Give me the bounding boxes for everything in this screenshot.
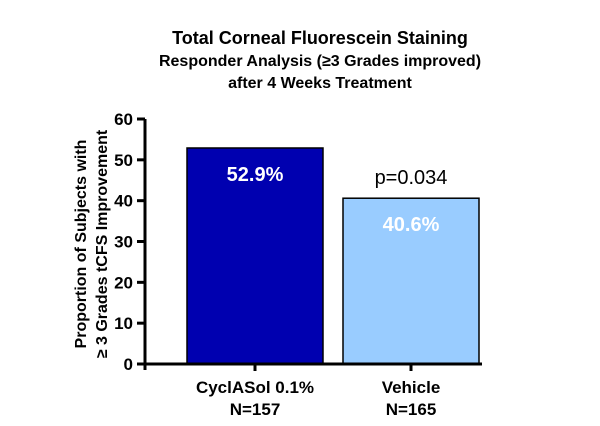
category-label-1: CyclASol 0.1% — [196, 378, 314, 397]
chart-title: Total Corneal Fluorescein Staining — [172, 28, 468, 48]
labels: 52.9% 40.6% 0 10 20 30 40 50 60 CyclASol 0.1% N=15… — [114, 110, 447, 419]
category-n-label-1: N=157 — [230, 400, 281, 419]
data-label-2: 40.6% — [383, 214, 440, 236]
bar-2 — [342, 197, 480, 365]
y-tick-label-20: 20 — [114, 273, 133, 292]
y-axis-label: Proportion of Subjects with ≥ 3 Grades t… — [73, 129, 111, 358]
chart-subtitle-line-2: after 4 Weeks Treatment — [228, 75, 412, 92]
y-tick-label-40: 40 — [114, 192, 133, 211]
y-axis-label-line-2: ≥ 3 Grades tCFS Improvement — [94, 129, 111, 358]
bar-1 — [186, 147, 324, 365]
data-label-1: 52.9% — [227, 164, 284, 186]
y-tick-label-60: 60 — [114, 110, 133, 129]
y-axis-label-line-1: Proportion of Subjects with — [73, 140, 90, 349]
axes — [137, 117, 482, 371]
y-tick-label-30: 30 — [114, 233, 133, 252]
y-tick-label-10: 10 — [114, 314, 133, 333]
y-tick-label-50: 50 — [114, 151, 133, 170]
y-tick-label-0: 0 — [124, 355, 133, 374]
bars — [186, 147, 480, 365]
p-value-annotation: p=0.034 — [375, 167, 448, 189]
chart-subtitle-line-1: Responder Analysis (≥3 Grades improved) — [159, 53, 481, 70]
category-label-2: Vehicle — [382, 378, 441, 397]
category-n-label-2: N=165 — [386, 400, 437, 419]
